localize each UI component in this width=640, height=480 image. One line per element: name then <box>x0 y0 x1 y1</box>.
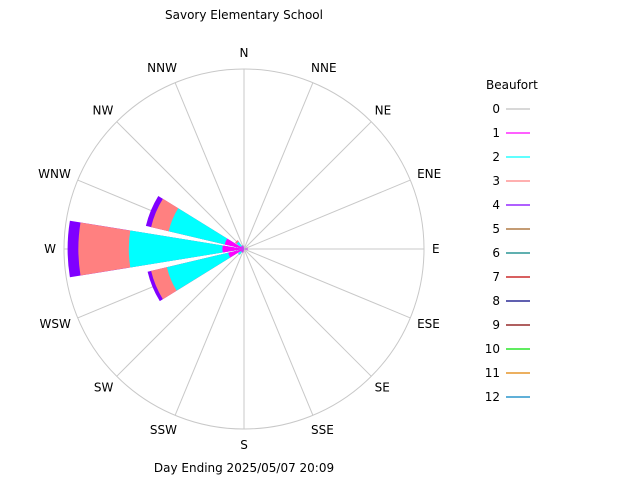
direction-label-n: N <box>240 46 249 60</box>
direction-label-ese: ESE <box>417 317 440 331</box>
direction-label-nw: NW <box>93 103 114 117</box>
wedge-nw-beaufort-1 <box>241 246 244 249</box>
legend-label-6: 6 <box>492 246 500 260</box>
wedge-nnw-beaufort-1 <box>242 245 244 249</box>
legend-label-11: 11 <box>485 366 500 380</box>
direction-label-nnw: NNW <box>147 61 177 75</box>
legend-title: Beaufort <box>486 78 538 92</box>
wedge-sw-beaufort-1 <box>241 249 244 252</box>
direction-label-sse: SSE <box>311 423 334 437</box>
direction-label-sw: SW <box>94 381 114 395</box>
legend-label-9: 9 <box>492 318 500 332</box>
spoke-nw <box>116 121 245 250</box>
legend-label-1: 1 <box>492 126 500 140</box>
wedge-e-beaufort-1 <box>244 248 248 250</box>
legend-label-0: 0 <box>492 102 500 116</box>
legend-label-8: 8 <box>492 294 500 308</box>
legend-label-12: 12 <box>485 390 500 404</box>
legend-label-10: 10 <box>485 342 500 356</box>
spoke-ese <box>243 248 411 319</box>
wedge-wsw-beaufort-1 <box>228 249 244 258</box>
direction-label-wsw: WSW <box>40 317 71 331</box>
spoke-nne <box>243 82 314 250</box>
wedge-w-beaufort-2 <box>128 230 244 268</box>
direction-label-s: S <box>240 438 248 452</box>
legend-label-3: 3 <box>492 174 500 188</box>
spoke-se <box>243 248 372 377</box>
wedge-wnw-beaufort-2 <box>168 208 244 249</box>
spoke-sw <box>116 248 245 377</box>
spoke-ene <box>243 179 411 250</box>
direction-label-ssw: SSW <box>150 423 177 437</box>
spoke-nnw <box>174 82 245 250</box>
direction-label-wnw: WNW <box>38 167 71 181</box>
direction-label-se: SE <box>375 381 390 395</box>
wedge-w-beaufort-1 <box>222 245 244 253</box>
direction-labels: N NNE NE ENE E ESE SE SSE S SSW SW WSW W WNW NW NNW <box>38 46 441 452</box>
legend-label-2: 2 <box>492 150 500 164</box>
direction-label-ne: NE <box>375 103 392 117</box>
wedge-wnw-beaufort-1 <box>224 238 244 249</box>
chart-title: Savory Elementary School <box>165 8 323 22</box>
rose-wedges <box>67 196 248 302</box>
direction-label-e: E <box>432 242 440 256</box>
wedge-wsw-beaufort-2 <box>166 249 244 291</box>
spoke-sse <box>243 248 314 416</box>
direction-label-nne: NNE <box>311 61 337 75</box>
chart-subtitle: Day Ending 2025/05/07 20:09 <box>154 461 334 475</box>
legend-label-4: 4 <box>492 198 500 212</box>
direction-label-ene: ENE <box>417 167 441 181</box>
direction-label-w: W <box>44 242 56 256</box>
spoke-ne <box>243 121 372 250</box>
wedge-ssw-beaufort-1 <box>242 249 244 253</box>
legend-label-5: 5 <box>492 222 500 236</box>
legend-label-7: 7 <box>492 270 500 284</box>
spoke-ssw <box>174 248 245 416</box>
